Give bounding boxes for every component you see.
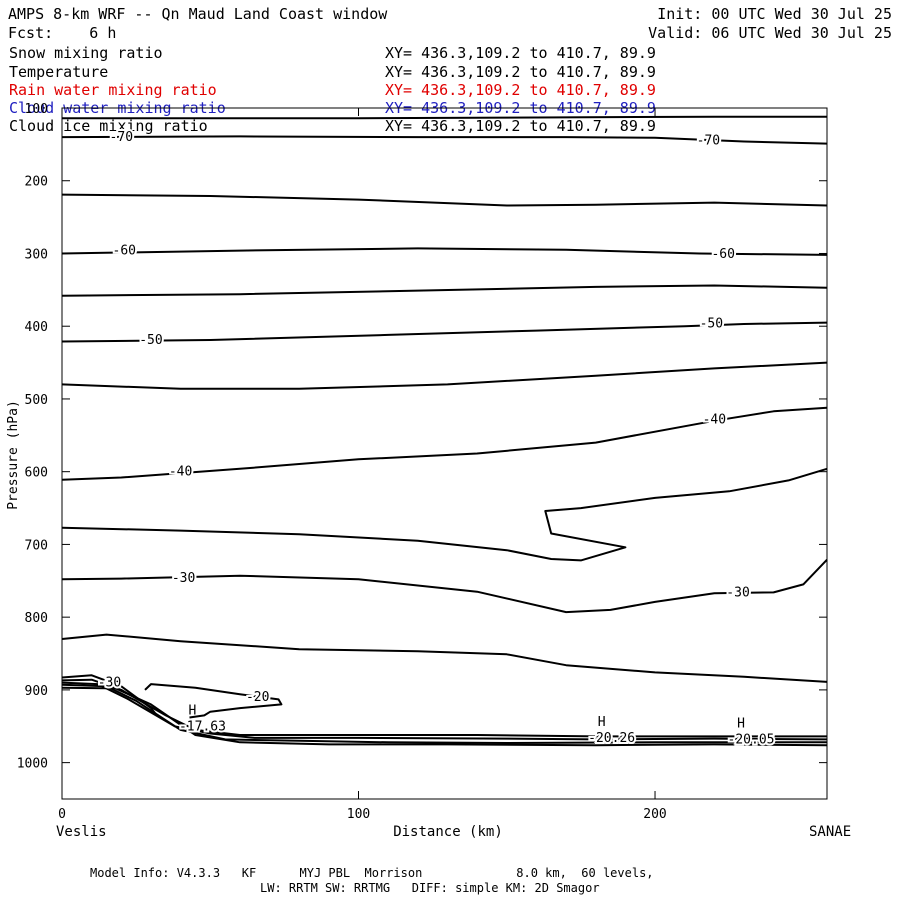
- model-info-line2: LW: RRTM SW: RRTMG DIFF: simple KM: 2D S…: [260, 881, 600, 895]
- y-axis-label: Pressure (hPa): [6, 400, 21, 510]
- legend-xy-snow: XY= 436.3,109.2 to 410.7, 89.9: [385, 44, 656, 62]
- init-time: Init: 00 UTC Wed 30 Jul 25: [657, 5, 892, 23]
- model-info-line1: Model Info: V4.3.3 KF MYJ PBL Morrison 8…: [90, 866, 654, 880]
- contour-label: -50: [139, 333, 162, 348]
- temperature-contour: [61, 683, 827, 744]
- temperature-contour: [61, 633, 828, 683]
- temperature-contour: [61, 674, 158, 717]
- chart-title: AMPS 8-km WRF -- Qn Maud Land Coast wind…: [8, 5, 388, 23]
- right-endpoint-label: SANAE: [809, 824, 851, 840]
- contour-label: -70: [697, 134, 720, 149]
- temperature-contour: [61, 406, 828, 481]
- legend-name-snow: Snow mixing ratio: [9, 44, 163, 62]
- legend-name-cloud-ice: Cloud ice mixing ratio: [9, 117, 208, 135]
- high-marker: H: [737, 717, 745, 732]
- x-tick-label: 100: [347, 807, 370, 822]
- temperature-contour: [61, 361, 828, 390]
- contour-lines: [61, 115, 828, 747]
- y-tick-label: 1000: [17, 757, 48, 772]
- high-value: -20.05: [728, 733, 775, 748]
- y-tick-label: 500: [25, 393, 48, 408]
- legend-xy-rain: XY= 436.3,109.2 to 410.7, 89.9: [385, 81, 656, 99]
- x-tick-label: 200: [643, 807, 666, 822]
- temperature-contour: [61, 559, 828, 614]
- contour-label: -30: [726, 585, 749, 600]
- legend-xy-temperature: XY= 436.3,109.2 to 410.7, 89.9: [385, 63, 656, 81]
- axis-ticks: 100 200 300 400 500 600 700 800 900 1000 0 100 200: [17, 102, 827, 822]
- contour-label: -60: [113, 244, 136, 259]
- left-endpoint-label: Veslis: [56, 824, 107, 840]
- contour-label: -30: [172, 571, 195, 586]
- contour-label: -70: [110, 130, 133, 145]
- contour-label: -50: [700, 316, 723, 331]
- plot-frame: [61, 107, 828, 800]
- temperature-contour: [61, 321, 828, 343]
- legend-xy-cloud-ice: XY= 436.3,109.2 to 410.7, 89.9: [385, 117, 656, 135]
- temperature-contour: [61, 135, 828, 145]
- y-tick-label: 800: [25, 611, 48, 626]
- y-tick-label: 700: [25, 538, 48, 553]
- legend-name-rain: Rain water mixing ratio: [9, 81, 217, 99]
- contour-label: -20: [246, 690, 269, 705]
- temperature-contour: [61, 247, 828, 256]
- contour-label: -40: [703, 412, 726, 427]
- y-tick-label: 200: [25, 175, 48, 190]
- temperature-contour: [61, 467, 828, 562]
- y-tick-label: 900: [25, 684, 48, 699]
- high-marker: H: [189, 703, 197, 718]
- temperature-contour: [61, 686, 828, 747]
- valid-time: Valid: 06 UTC Wed 30 Jul 25: [648, 24, 892, 42]
- temperature-contour: [61, 193, 828, 207]
- temperature-contour: [62, 115, 827, 120]
- x-tick-label: 0: [58, 807, 66, 822]
- legend-name-temperature: Temperature: [9, 63, 109, 81]
- y-tick-label: 300: [25, 247, 48, 262]
- y-tick-label: 600: [25, 466, 48, 481]
- high-marker: H: [598, 715, 606, 730]
- contour-label: -40: [169, 465, 192, 480]
- temperature-contour: [61, 284, 828, 297]
- y-tick-label: 400: [25, 320, 48, 335]
- temperature-contour: [61, 681, 828, 741]
- temperature-contour: [61, 678, 827, 738]
- high-value: -17.63: [179, 719, 226, 734]
- temperature-contour: [144, 683, 283, 719]
- contour-label: -30: [98, 676, 121, 691]
- contour-label: -60: [711, 247, 734, 262]
- x-axis-label: Distance (km): [393, 824, 503, 840]
- high-value: -20.26: [588, 731, 635, 746]
- forecast-hour: Fcst: 6 h: [8, 24, 117, 42]
- contour-labels: -70 -70-60 -60-50-50-40-40-30-30-30-20H-17…: [96, 128, 777, 749]
- y-tick-label: 100: [25, 102, 48, 117]
